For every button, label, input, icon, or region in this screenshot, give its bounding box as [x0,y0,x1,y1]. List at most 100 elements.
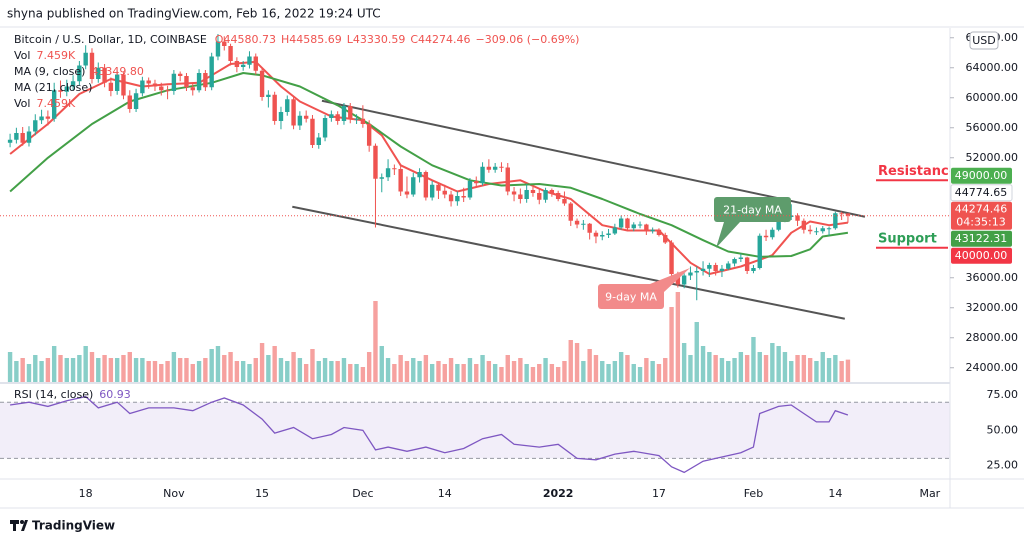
volume-bar [121,355,126,382]
candle-body [543,190,548,200]
candle-body [644,224,649,232]
candle-body [669,242,674,274]
volume-bar [555,367,561,382]
candle-body [272,94,277,121]
volume-bar [732,358,737,382]
candle-body [108,82,114,91]
callout-label: 21-day MA [723,204,782,217]
y-tick-label: 64000.00 [966,61,1019,74]
candle-body [820,228,825,232]
volume-bar [159,364,164,382]
volume-bar [140,358,145,382]
volume-bar [574,343,580,382]
volume-bar [247,364,252,382]
volume-bar [322,358,328,382]
level-label: Resistance [878,164,958,179]
candle-body [310,118,315,145]
candle-body [291,99,296,126]
candle-body [650,229,655,232]
candle-body [511,191,517,195]
volume-bar [795,355,800,382]
candle-body [398,169,403,192]
candle-body [26,131,32,143]
candle-body [121,74,126,96]
volume-bar [398,355,403,382]
volume-bar [165,361,170,382]
candle-body [845,213,851,216]
candle-body [675,274,681,285]
candle-body [7,139,13,143]
volume-bar [373,301,378,382]
candle-body [39,116,44,121]
volume-bar [593,355,599,382]
volume-bar [826,358,832,382]
volume-bar [744,355,750,382]
x-tick-label: 15 [255,487,269,500]
x-tick-label: 14 [828,487,842,500]
volume-bar [366,352,372,382]
candle-body [278,112,284,121]
candle-body [826,228,832,230]
volume-bar [776,346,781,382]
volume-bar [184,358,189,382]
volume-bar [738,352,744,382]
price-badge-time: 04:35:13 [956,216,1005,229]
candle-body [348,106,353,120]
candle-body [58,90,63,92]
legend-text: L43330.59 [347,33,406,46]
candle-body [663,235,668,243]
candle-body [467,181,473,198]
candle-body [795,215,800,221]
candle-body [259,70,265,97]
candle-body [196,73,202,91]
volume-bar [820,352,825,382]
candle-body [159,86,164,91]
candle-body [45,116,51,119]
volume-bar [360,367,366,382]
currency-badge [969,31,999,50]
volume-bar [146,361,151,382]
candle-body [240,64,246,67]
volume-bar [644,358,649,382]
candle-body [461,196,466,198]
legend-text: MA (9, close) [14,65,85,78]
price-badge [951,167,1012,184]
rsi-line [10,395,849,474]
price-badge-label: 44274.46 [955,203,1008,216]
candle-body [184,76,189,88]
x-tick-label: Dec [352,487,373,500]
volume-bar [719,358,725,382]
candle-body [228,46,233,61]
volume-bar [77,355,82,382]
candle-body [530,190,536,193]
volume-bar [234,361,240,382]
x-tick-label: 14 [438,487,452,500]
volume-bar [411,358,416,382]
candle-body [215,41,221,57]
volume-bar [562,361,567,382]
volume-bar [442,364,447,382]
legend-text: −309.06 (−0.69%) [476,33,580,46]
volume-bar [518,358,523,382]
candle-body [385,168,391,178]
candle-body [335,114,340,121]
candle-body [64,86,69,92]
candle-body [329,114,334,118]
candle-body [568,203,573,221]
candle-body [417,172,422,178]
candle-body [505,167,510,192]
legend-text: C44274.46 [410,33,470,46]
volume-bar [688,355,693,382]
volume-bar [600,361,605,382]
volume-bar [196,361,202,382]
volume-bar [348,364,353,382]
volume-bar [833,355,838,382]
level-label: Support [878,231,937,246]
candle-body [266,94,271,97]
candle-body [700,268,706,271]
volume-bar [713,355,718,382]
candle-body [694,271,699,273]
logo-mark [21,520,28,531]
volume-bar [726,361,731,382]
candle-body [751,268,756,271]
